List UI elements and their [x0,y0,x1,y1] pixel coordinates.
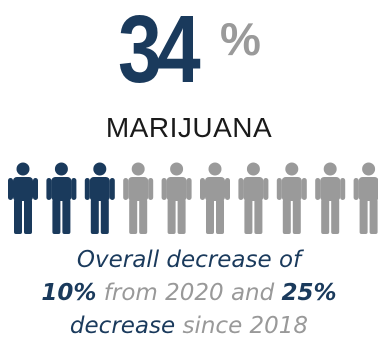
person-icon-filled [46,162,77,234]
person-icon-empty [353,162,378,234]
person-icon-empty [276,162,307,234]
caption-text: since 2018 [175,313,309,339]
person-icon-empty [161,162,192,234]
person-icon-empty [200,162,230,234]
person-icon-filled [8,162,38,234]
substance-label: MARIJUANA [105,112,273,143]
caption-value-2018: 25% [281,280,337,306]
person-icon-empty [238,162,269,234]
caption-value-2020: 10% [41,280,97,306]
stat-block: 34 % [0,2,378,102]
person-icon-filled [84,162,115,234]
caption-text: from 2020 and [96,280,282,306]
person-icon-empty [123,162,154,234]
pictogram [8,162,378,234]
caption-text: Overall decrease of [76,247,302,273]
person-icon-empty [315,162,346,234]
caption-line-2: 10% from 2020 and 25% [0,277,378,310]
caption-line-3: decrease since 2018 [0,310,378,343]
stat-unit: % [220,13,261,65]
caption: Overall decrease of 10% from 2020 and 25… [0,244,378,343]
stat-number: 34 [118,0,201,103]
caption-line-1: Overall decrease of [0,244,378,277]
caption-text: decrease [69,313,176,339]
